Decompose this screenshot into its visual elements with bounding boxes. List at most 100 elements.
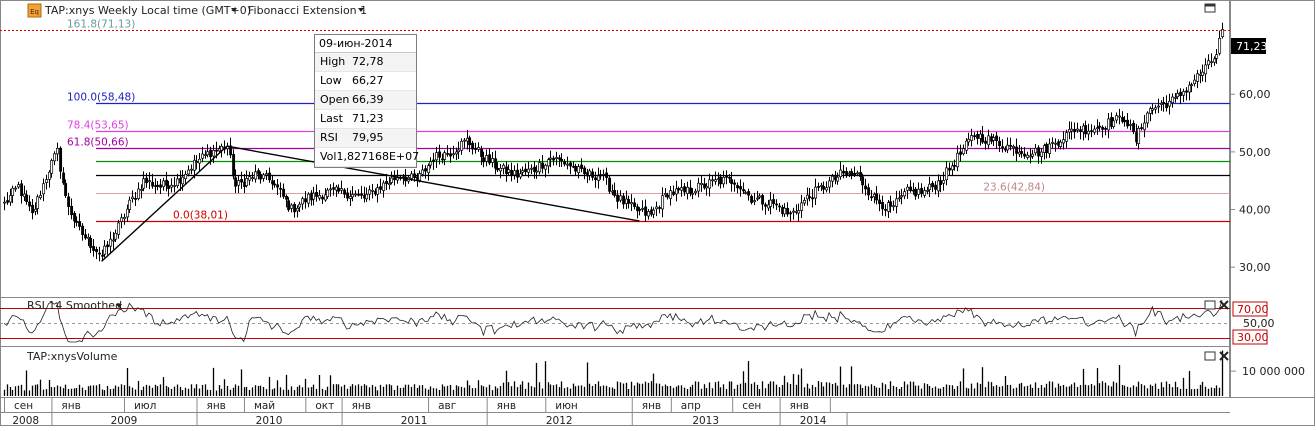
candle-body: [881, 201, 885, 210]
chevron-down-icon[interactable]: [116, 304, 122, 308]
candle-body: [251, 177, 255, 179]
candle-body: [1157, 105, 1161, 108]
year-label: 2011: [401, 415, 428, 427]
candle-body: [580, 164, 584, 169]
candle-body: [1137, 128, 1141, 144]
chevron-down-icon[interactable]: [358, 8, 364, 12]
time-axis-labels: сен янв июл янв май окт янв авг янв июн янв апр сен я…: [4, 398, 848, 427]
candle-body: [1037, 147, 1041, 157]
rsi-title[interactable]: RSI 14 Smoothed: [27, 299, 122, 312]
volume-title[interactable]: TAP:xnysVolume: [26, 350, 118, 363]
candle-body: [887, 202, 891, 212]
candle-body: [1176, 92, 1180, 97]
tooltip-row-last: Last 71,23: [315, 110, 416, 129]
candle-body: [1023, 153, 1027, 157]
app-logo-text: Eq: [30, 8, 39, 16]
fib-level-label: 61.8(50,66): [67, 137, 129, 149]
candle-body: [976, 134, 980, 139]
month-label: июл: [134, 400, 156, 412]
month-label: янв: [790, 400, 809, 412]
candle-body: [878, 199, 882, 204]
candle-body: [1196, 73, 1200, 82]
month-label: май: [254, 400, 275, 412]
candle-body: [842, 170, 846, 174]
month-label: сен: [14, 400, 33, 412]
candle-body: [460, 141, 464, 151]
month-label: сен: [742, 400, 761, 412]
candle-body: [368, 189, 372, 195]
symbol-title[interactable]: TAP:xnys Weekly Local time (GMT+0): [44, 4, 251, 17]
close-icon[interactable]: [1219, 300, 1229, 310]
candle-body: [170, 184, 174, 188]
candle-body: [62, 172, 66, 184]
candle-body: [507, 169, 511, 173]
candle-body: [956, 152, 960, 168]
candle-body: [845, 171, 849, 176]
candle-body: [521, 170, 525, 173]
tooltip-value: 71,23: [352, 112, 384, 125]
candle-body: [644, 206, 648, 216]
time-axis[interactable]: [0, 397, 1315, 426]
app-logo-icon[interactable]: [27, 3, 42, 18]
chevron-down-icon[interactable]: [231, 8, 237, 12]
candle-body: [101, 254, 105, 257]
candle-body: [106, 244, 110, 248]
candle-body: [981, 134, 985, 143]
candle-body: [59, 147, 63, 172]
candle-body: [1218, 38, 1222, 54]
candle-body: [56, 147, 60, 155]
candle-body: [443, 152, 447, 160]
candle-body: [772, 199, 776, 205]
fibonacci-levels: 161.8(71,13) 100.0(58,48) 78.4(53,65) 61.8(…: [0, 19, 1230, 223]
candle-body: [165, 179, 169, 186]
maximize-icon[interactable]: [1204, 300, 1216, 310]
candle-body: [917, 188, 921, 195]
candle-body: [1160, 102, 1164, 105]
close-icon[interactable]: [1219, 351, 1229, 361]
candle-body: [326, 189, 330, 197]
candle-body: [608, 177, 612, 192]
candle-body: [959, 151, 963, 155]
candle-body: [870, 196, 874, 199]
candle-body: [1151, 108, 1155, 111]
last-price-tag: [1231, 38, 1266, 54]
candle-body: [248, 176, 252, 181]
candle-body: [25, 194, 29, 202]
candle-body: [769, 199, 773, 207]
price-tick-label: 30,00: [1239, 261, 1271, 274]
candle-body: [50, 160, 54, 174]
candle-body: [914, 188, 918, 197]
candle-body: [547, 159, 551, 167]
candle-body: [574, 165, 578, 172]
tooltip-key: Low: [320, 74, 342, 87]
candle-body: [410, 173, 414, 179]
study-title[interactable]: Fibonacci Extension 1: [248, 4, 367, 17]
candle-body: [190, 168, 194, 171]
candle-body: [427, 165, 431, 174]
candle-body: [159, 184, 163, 188]
candle-body: [1215, 54, 1219, 59]
candle-body: [14, 187, 18, 190]
candle-body: [84, 234, 88, 239]
candle-body: [524, 168, 528, 173]
candle-body: [354, 193, 358, 196]
candle-body: [365, 194, 369, 200]
candle-body: [689, 187, 693, 194]
fib-level-label: 0.0(38,01): [173, 210, 228, 222]
rsi-30-label: 30,00: [1237, 331, 1269, 344]
candle-body: [1126, 119, 1130, 127]
maximize-icon[interactable]: [1204, 351, 1216, 361]
candle-body: [140, 189, 144, 191]
candle-body: [1190, 84, 1194, 87]
candle-body: [1026, 154, 1030, 158]
maximize-icon[interactable]: [1204, 3, 1216, 13]
candle-body: [1009, 145, 1013, 147]
candle-body: [714, 179, 718, 182]
candle-body: [619, 195, 623, 201]
rsi-panel[interactable]: [0, 297, 1230, 347]
year-label: 2008: [12, 415, 39, 427]
candle-body: [965, 140, 969, 151]
candle-body: [343, 189, 347, 195]
rsi-50-label: 50,00: [1243, 317, 1275, 330]
